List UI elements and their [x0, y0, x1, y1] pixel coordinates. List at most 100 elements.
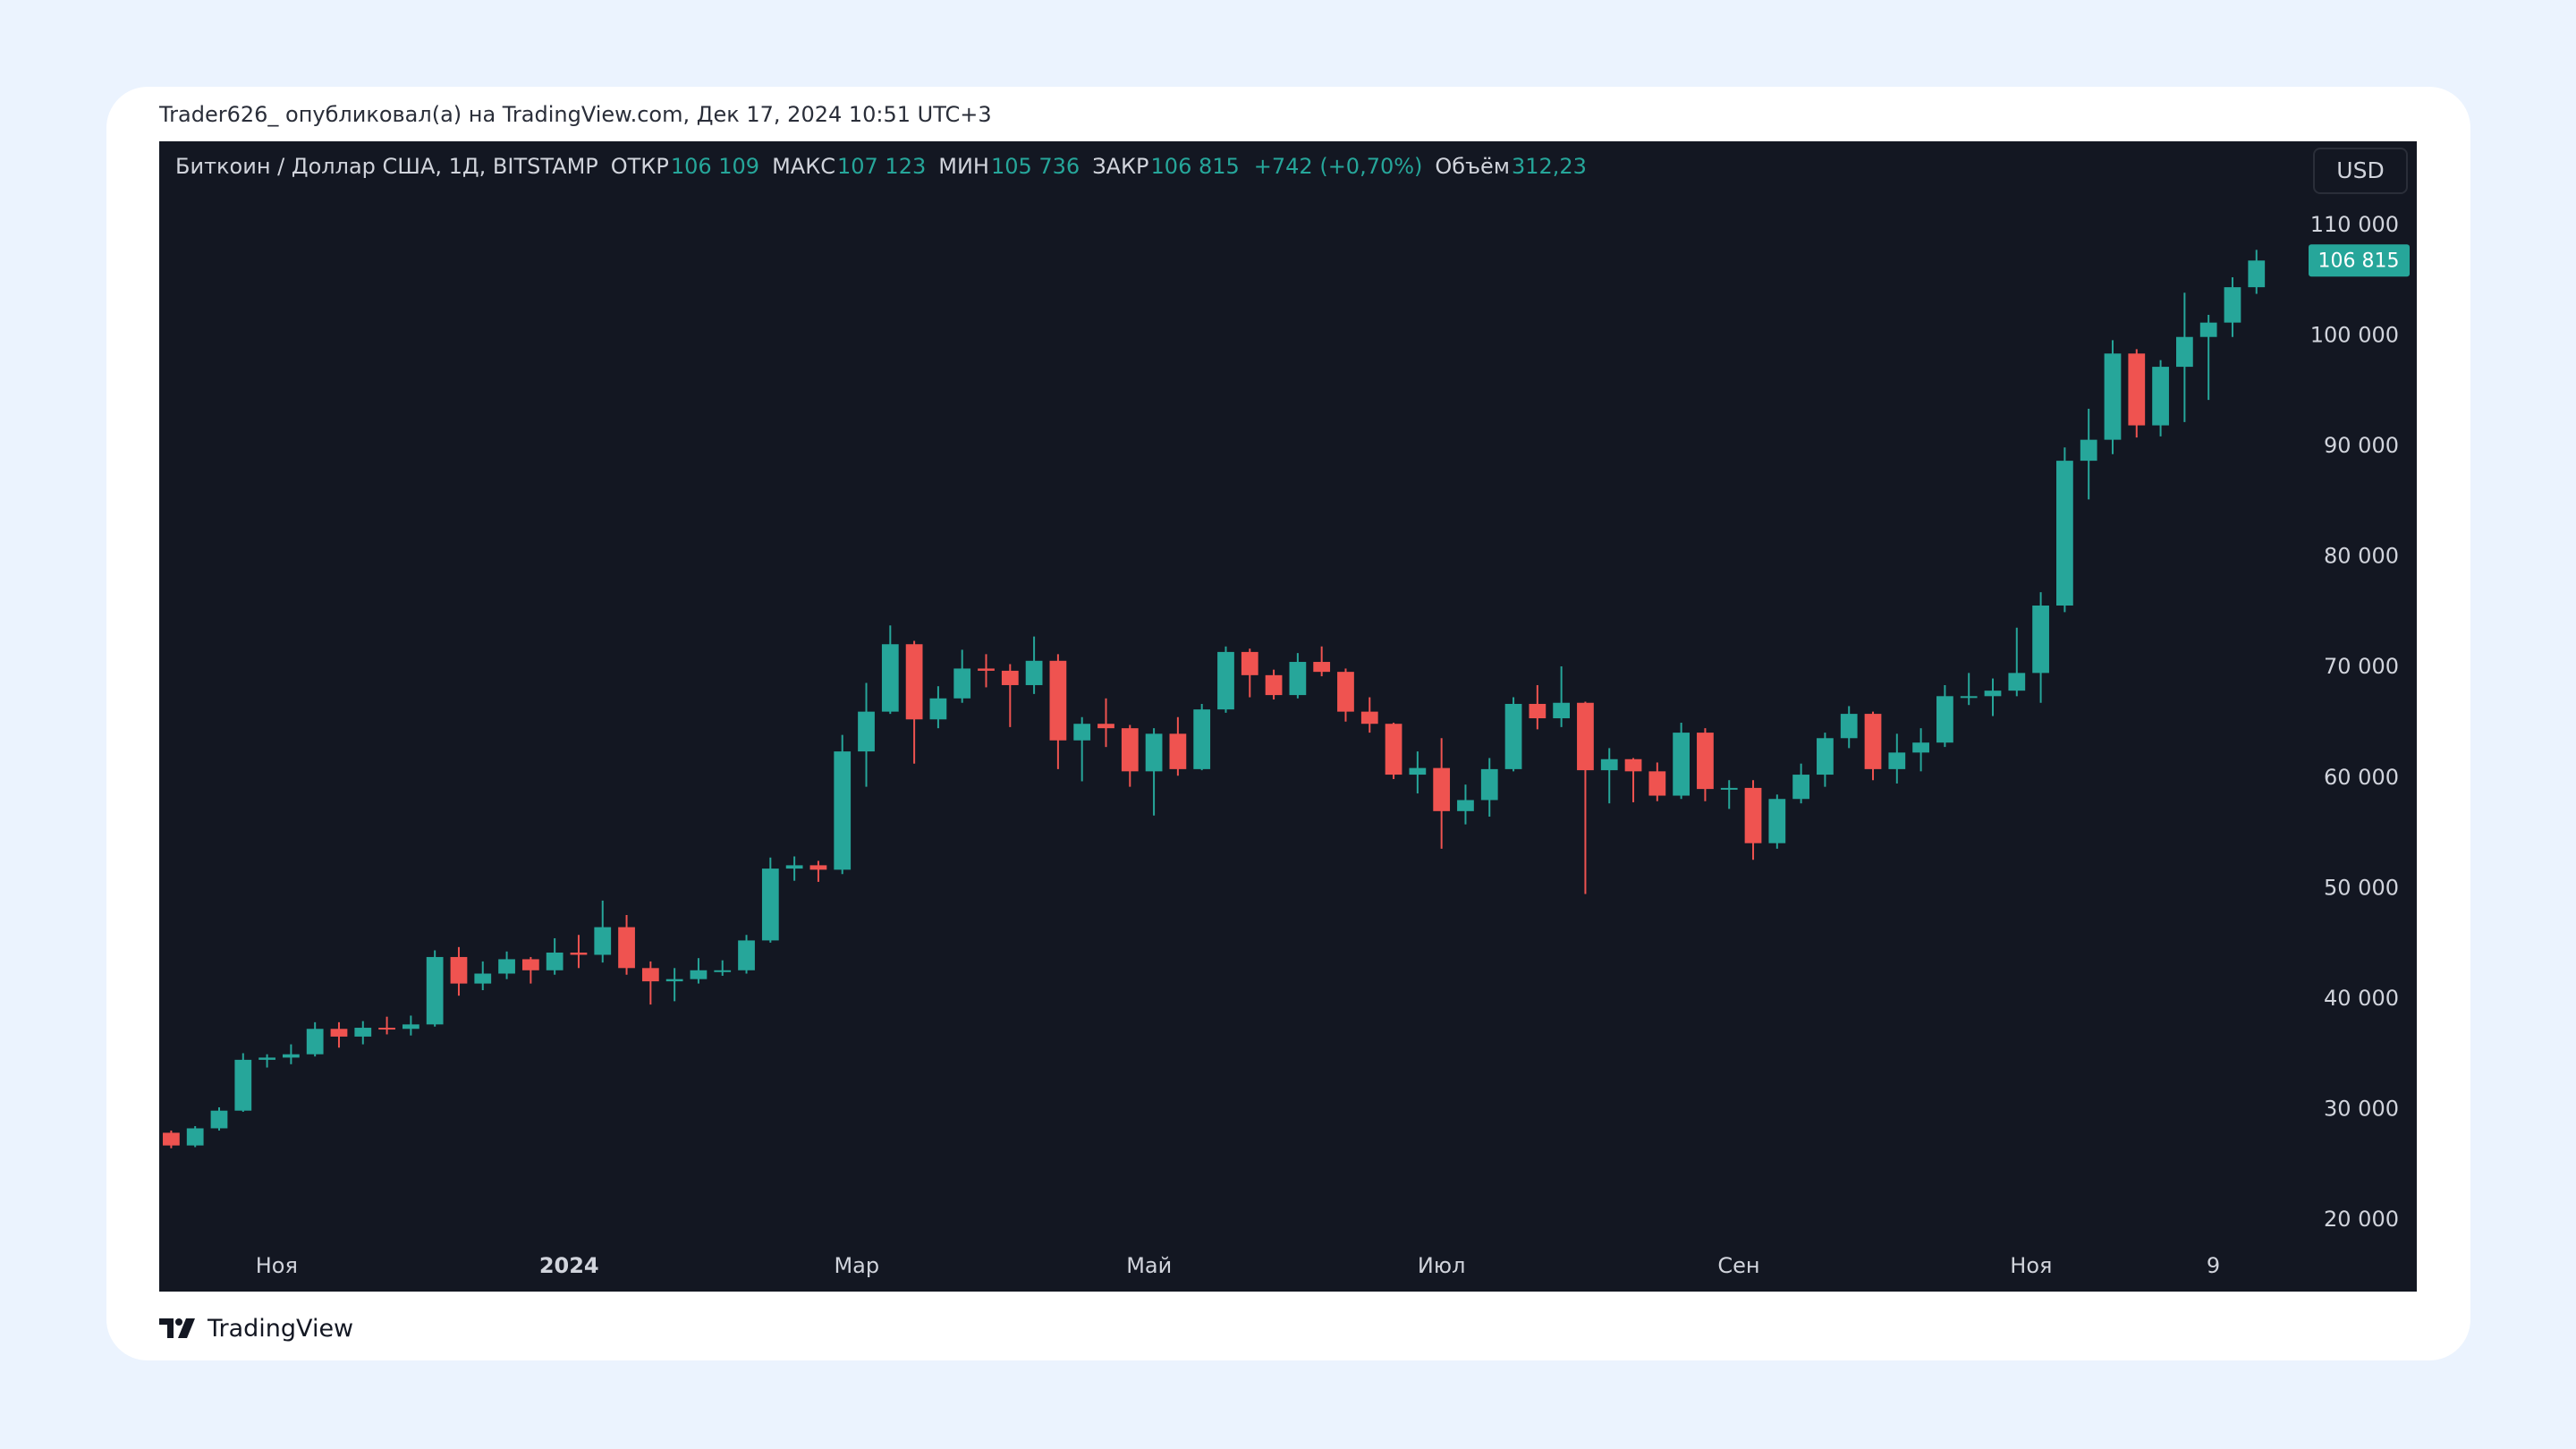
brand-name: TradingView — [208, 1314, 354, 1343]
legend-label: МИН — [938, 154, 989, 179]
footer: TradingView — [159, 1311, 353, 1345]
candle-body — [378, 1028, 395, 1030]
candle-body — [2224, 287, 2241, 323]
candle-body — [1600, 758, 1618, 771]
candle-body — [330, 1029, 348, 1037]
candle-body — [163, 1132, 180, 1146]
legend-value: 106 815 — [1150, 154, 1240, 179]
x-tick-label: 9 — [2207, 1253, 2220, 1278]
currency-button[interactable]: USD — [2313, 148, 2408, 194]
candle-body — [978, 668, 995, 671]
candle-body — [1121, 728, 1139, 772]
candle-body — [2248, 260, 2266, 288]
legend-item: ЗАКР106 815 — [1092, 154, 1240, 179]
candle-body — [2199, 322, 2217, 337]
y-tick-label: 20 000 — [2324, 1207, 2399, 1232]
candle-body — [1673, 733, 1690, 796]
y-tick-label: 50 000 — [2324, 875, 2399, 900]
candle-body — [354, 1028, 372, 1037]
x-tick-label: Май — [1126, 1253, 1172, 1278]
candle-body — [2128, 353, 2146, 426]
candle-body — [1960, 696, 1978, 699]
y-tick-label: 30 000 — [2324, 1096, 2399, 1121]
byline: Trader626_ опубликовал(а) на TradingView… — [159, 102, 992, 127]
candle-body — [450, 956, 468, 984]
candle-body — [1360, 711, 1378, 724]
x-tick-label: Июл — [1418, 1253, 1466, 1278]
candle-body — [1936, 696, 1953, 743]
candle-body — [594, 927, 612, 955]
candle-body — [1792, 775, 1809, 800]
price-tag — [2309, 244, 2410, 277]
candle-body — [1145, 733, 1163, 772]
volume-label: Объём — [1435, 154, 1510, 179]
candle-body — [1097, 724, 1114, 729]
candle-body — [1720, 787, 1738, 790]
candle-body — [1337, 672, 1354, 712]
candle-body — [858, 711, 875, 752]
candle-body — [570, 953, 588, 955]
y-tick-label: 90 000 — [2324, 433, 2399, 458]
candle-body — [546, 953, 564, 970]
candle-body — [1409, 767, 1427, 775]
legend-label: ЗАКР — [1092, 154, 1149, 179]
candle-body — [186, 1128, 204, 1146]
candle-body — [258, 1057, 275, 1060]
candle-body — [1049, 660, 1067, 741]
candle-body — [1457, 800, 1474, 811]
x-tick-label: Сен — [1717, 1253, 1759, 1278]
candle-body — [809, 865, 827, 870]
candle-body — [1577, 702, 1594, 771]
candle-body — [738, 940, 755, 970]
candle-body — [2008, 673, 2026, 691]
candle-body — [1624, 758, 1642, 772]
symbol: Биткоин / Доллар США, 1Д, BITSTAMP — [175, 154, 598, 179]
candle-body — [2152, 367, 2169, 426]
volume-item: Объём312,23 — [1435, 154, 1587, 179]
candle-body — [1001, 670, 1019, 685]
y-tick-label: 100 000 — [2310, 322, 2399, 347]
candle-body — [1217, 651, 1234, 710]
candle-body — [210, 1110, 228, 1129]
tradingview-logo — [159, 1318, 195, 1338]
candle-body — [1265, 674, 1283, 696]
candle-body — [1313, 662, 1331, 673]
candle-body — [1553, 702, 1571, 719]
candle-body — [1529, 703, 1546, 719]
candle-body — [1648, 771, 1666, 796]
candle-body — [306, 1029, 324, 1055]
candle-body — [1289, 662, 1307, 696]
legend-label: МАКС — [772, 154, 835, 179]
candle-body — [785, 865, 803, 869]
candle-body — [1025, 660, 1043, 685]
candle-body — [1433, 767, 1451, 811]
candle-body — [2032, 605, 2049, 674]
chart-panel: 20 000 30 000 40 000 50 000 60 000 70 000 80 0… — [159, 141, 2417, 1292]
candle-body — [498, 959, 515, 974]
candle-body — [953, 668, 971, 699]
candle-body — [881, 644, 899, 712]
candle-body — [1241, 651, 1258, 675]
candle-body — [1840, 714, 1858, 739]
candle-body — [1385, 724, 1402, 775]
candle-body — [834, 751, 852, 870]
legend-value: 107 123 — [836, 154, 927, 179]
candle-body — [1912, 742, 1929, 753]
candle-body — [1984, 691, 2002, 697]
candle-body — [402, 1024, 419, 1030]
candle-body — [761, 869, 779, 941]
candle-body — [641, 968, 659, 982]
price-tag-label: 106 815 — [2318, 250, 2400, 272]
candle-body — [929, 698, 947, 720]
y-tick-label: 60 000 — [2324, 765, 2399, 790]
candle-body — [714, 970, 732, 972]
candle-body — [1888, 752, 1906, 769]
candle-body — [2104, 353, 2122, 440]
candle-body — [1864, 714, 1882, 769]
candle-body — [665, 979, 683, 982]
y-tick-label: 40 000 — [2324, 986, 2399, 1011]
candle-body — [1480, 768, 1498, 801]
candle-body — [521, 959, 539, 970]
candle-body — [426, 956, 444, 1025]
